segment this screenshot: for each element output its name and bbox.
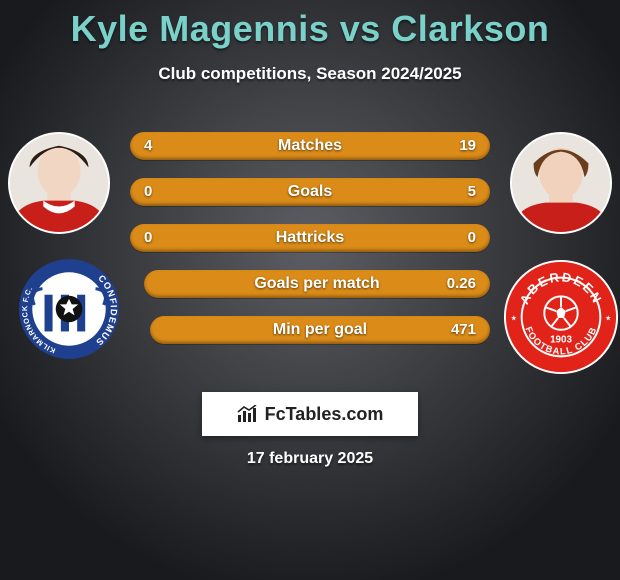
player-right-avatar (510, 132, 612, 234)
stat-bar: 0 Hattricks 0 (130, 224, 490, 252)
stat-bar: Min per goal 471 (150, 316, 490, 344)
svg-text:★: ★ (511, 315, 517, 322)
date-text: 17 february 2025 (0, 450, 620, 468)
stat-right-value: 471 (451, 316, 476, 344)
subtitle: Club competitions, Season 2024/2025 (0, 64, 620, 84)
stat-bar: 4 Matches 19 (130, 132, 490, 160)
club-left-badge: CONFIDEMUS KILMARNOCK F.C. (18, 258, 120, 360)
stat-bars: 4 Matches 19 0 Goals 5 0 Hattricks 0 Goals per ma… (130, 132, 490, 362)
club-left-svg: CONFIDEMUS KILMARNOCK F.C. (18, 258, 120, 360)
watermark: FcTables.com (202, 392, 418, 436)
stat-bar: Goals per match 0.26 (144, 270, 490, 298)
stat-right-value: 0.26 (447, 270, 476, 298)
stat-left-value: 0 (144, 224, 152, 252)
chart-icon (237, 405, 259, 423)
stat-label: Min per goal (273, 321, 367, 339)
stat-left-value: 0 (144, 178, 152, 206)
stat-right-value: 0 (468, 224, 476, 252)
stat-bar: 0 Goals 5 (130, 178, 490, 206)
club-right-year: 1903 (550, 335, 572, 346)
svg-text:★: ★ (606, 315, 612, 322)
club-right-svg: ABERDEEN FOOTBALL CLUB ★ ★ (502, 258, 620, 376)
comparison-card: Kyle Magennis vs Clarkson Club competiti… (0, 0, 620, 580)
avatar-right-svg (512, 134, 610, 232)
watermark-text: FcTables.com (265, 404, 384, 425)
player-left-avatar (8, 132, 110, 234)
stat-label: Hattricks (276, 229, 344, 247)
stat-label: Goals (288, 183, 332, 201)
stat-left-value: 4 (144, 132, 152, 160)
stat-label: Goals per match (254, 275, 379, 293)
club-right-badge: ABERDEEN FOOTBALL CLUB ★ ★ (502, 258, 620, 376)
page-title: Kyle Magennis vs Clarkson (0, 8, 620, 50)
stat-right-value: 5 (468, 178, 476, 206)
stat-label: Matches (278, 137, 342, 155)
avatar-left-svg (10, 134, 108, 232)
stat-right-value: 19 (459, 132, 476, 160)
content-area: CONFIDEMUS KILMARNOCK F.C. (0, 118, 620, 368)
